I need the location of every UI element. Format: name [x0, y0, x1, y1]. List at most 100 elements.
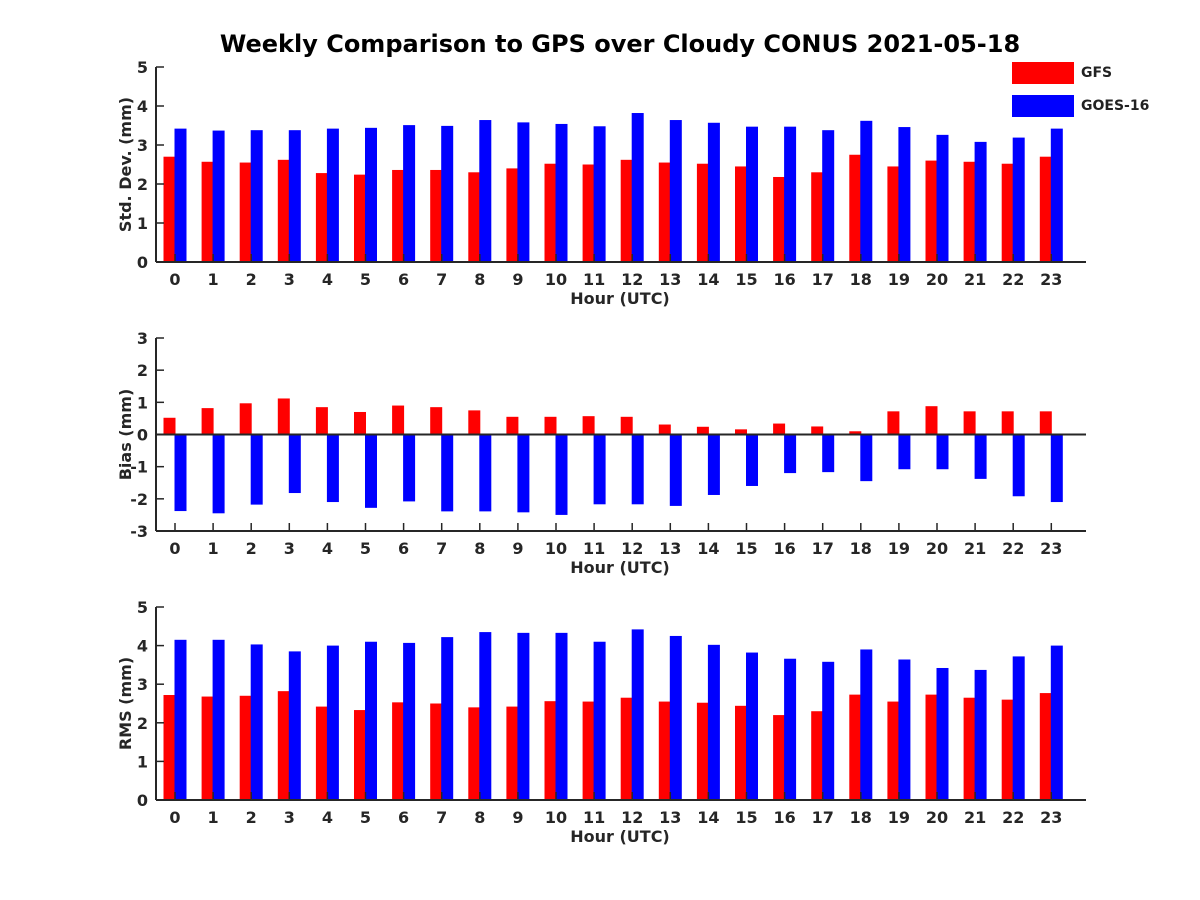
bar-goes16-p3-h16 — [784, 658, 797, 800]
bar-goes16-p2-h15 — [746, 434, 758, 486]
bar-goes16-p2-h19 — [898, 434, 911, 470]
chart-title: Weekly Comparison to GPS over Cloudy CON… — [219, 30, 1021, 58]
bar-gfs-p2-h0 — [163, 417, 176, 435]
bar-gfs-p3-h11 — [582, 701, 595, 800]
bar-gfs-p1-h14 — [696, 163, 709, 262]
bar-gfs-p2-h15 — [735, 429, 747, 435]
bar-goes16-p1-h21 — [974, 141, 987, 262]
x-axis-label-p1: Hour (UTC) — [570, 289, 670, 308]
bar-gfs-p1-h11 — [582, 164, 595, 262]
y-tick-label-p3-5: 5 — [137, 598, 148, 617]
y-tick-label-p3-3: 3 — [137, 675, 148, 694]
x-tick-label-p2-3: 3 — [284, 539, 295, 558]
bar-gfs-p3-h3 — [277, 691, 290, 800]
bar-gfs-p1-h18 — [849, 154, 862, 262]
y-tick-label-p1-0: 0 — [137, 253, 148, 272]
bar-gfs-p3-h15 — [735, 705, 747, 800]
x-tick-label-p2-21: 21 — [964, 539, 986, 558]
bar-gfs-p2-h13 — [658, 424, 671, 435]
bar-goes16-p1-h5 — [365, 127, 377, 262]
bar-goes16-p2-h11 — [593, 434, 606, 505]
bar-gfs-p3-h2 — [239, 695, 252, 800]
bar-gfs-p3-h0 — [163, 695, 176, 800]
bar-goes16-p3-h14 — [707, 644, 720, 800]
bar-goes16-p1-h1 — [212, 130, 225, 262]
bar-gfs-p2-h14 — [696, 426, 709, 435]
bar-gfs-p3-h20 — [925, 694, 938, 800]
bar-goes16-p2-h12 — [631, 434, 644, 505]
x-tick-label-p3-15: 15 — [735, 808, 757, 827]
bar-goes16-p3-h17 — [822, 661, 835, 800]
bar-goes16-p3-h8 — [479, 632, 492, 800]
x-tick-label-p3-6: 6 — [398, 808, 409, 827]
bar-gfs-p1-h21 — [963, 161, 976, 262]
bar-gfs-p2-h2 — [239, 403, 252, 435]
x-tick-label-p2-5: 5 — [360, 539, 371, 558]
x-tick-label-p3-8: 8 — [474, 808, 485, 827]
x-tick-label-p3-0: 0 — [169, 808, 180, 827]
x-tick-label-p1-4: 4 — [322, 270, 333, 289]
bar-gfs-p2-h12 — [620, 416, 633, 435]
x-tick-label-p3-3: 3 — [284, 808, 295, 827]
x-tick-label-p1-13: 13 — [659, 270, 681, 289]
bar-gfs-p3-h19 — [887, 701, 900, 800]
x-tick-label-p3-14: 14 — [697, 808, 719, 827]
bar-goes16-p1-h8 — [479, 120, 492, 262]
bar-gfs-p2-h19 — [887, 411, 900, 435]
bar-goes16-p2-h1 — [212, 434, 225, 514]
bar-gfs-p2-h22 — [1001, 411, 1014, 435]
x-tick-label-p2-4: 4 — [322, 539, 333, 558]
x-tick-label-p3-16: 16 — [773, 808, 795, 827]
y-tick-label-p2--2: -2 — [130, 490, 148, 509]
x-tick-label-p2-0: 0 — [169, 539, 180, 558]
bar-goes16-p1-h7 — [441, 125, 454, 262]
bar-gfs-p1-h23 — [1039, 156, 1052, 262]
x-tick-label-p3-1: 1 — [208, 808, 219, 827]
bar-gfs-p2-h3 — [277, 398, 290, 435]
bar-gfs-p3-h5 — [354, 710, 366, 800]
y-tick-label-p2-0: 0 — [137, 426, 148, 445]
y-axis-label-p2: Bias (mm) — [116, 389, 135, 481]
x-tick-label-p1-6: 6 — [398, 270, 409, 289]
x-tick-label-p3-12: 12 — [621, 808, 643, 827]
bar-gfs-p1-h0 — [163, 156, 176, 262]
x-tick-label-p3-2: 2 — [246, 808, 257, 827]
bar-gfs-p1-h12 — [620, 159, 633, 262]
bar-goes16-p1-h11 — [593, 126, 606, 262]
y-tick-label-p1-1: 1 — [137, 214, 148, 233]
y-tick-label-p3-1: 1 — [137, 752, 148, 771]
x-tick-label-p3-5: 5 — [360, 808, 371, 827]
x-tick-label-p2-22: 22 — [1002, 539, 1024, 558]
y-tick-label-p2-1: 1 — [137, 393, 148, 412]
bar-goes16-p1-h15 — [746, 126, 758, 262]
legend-swatch-gfs — [1012, 62, 1074, 84]
bar-gfs-p1-h4 — [315, 173, 328, 262]
y-tick-label-p1-5: 5 — [137, 58, 148, 77]
bar-goes16-p2-h5 — [365, 434, 377, 508]
bar-goes16-p1-h22 — [1012, 137, 1025, 262]
y-axis-label-p1: Std. Dev. (mm) — [116, 97, 135, 232]
bar-goes16-p2-h7 — [441, 434, 454, 512]
x-axis-label-p2: Hour (UTC) — [570, 558, 670, 577]
x-tick-label-p1-2: 2 — [246, 270, 257, 289]
x-tick-label-p2-15: 15 — [735, 539, 757, 558]
bar-goes16-p3-h20 — [936, 667, 949, 800]
bar-gfs-p1-h16 — [773, 176, 786, 262]
bar-goes16-p1-h18 — [860, 120, 873, 262]
bar-goes16-p2-h20 — [936, 434, 949, 470]
bar-goes16-p1-h14 — [707, 122, 720, 263]
bar-goes16-p3-h0 — [174, 639, 187, 800]
bar-gfs-p2-h11 — [582, 416, 595, 435]
x-tick-label-p3-22: 22 — [1002, 808, 1024, 827]
bar-gfs-p1-h9 — [506, 168, 519, 262]
bar-goes16-p2-h18 — [860, 434, 873, 482]
bar-goes16-p2-h10 — [555, 434, 568, 515]
bar-goes16-p1-h4 — [326, 128, 339, 262]
bar-gfs-p1-h2 — [239, 162, 252, 262]
bar-gfs-p1-h6 — [392, 169, 405, 262]
bar-goes16-p3-h12 — [631, 629, 644, 800]
x-tick-label-p2-20: 20 — [926, 539, 948, 558]
x-tick-label-p2-19: 19 — [888, 539, 910, 558]
bar-gfs-p2-h23 — [1039, 411, 1052, 435]
x-tick-label-p2-23: 23 — [1040, 539, 1062, 558]
